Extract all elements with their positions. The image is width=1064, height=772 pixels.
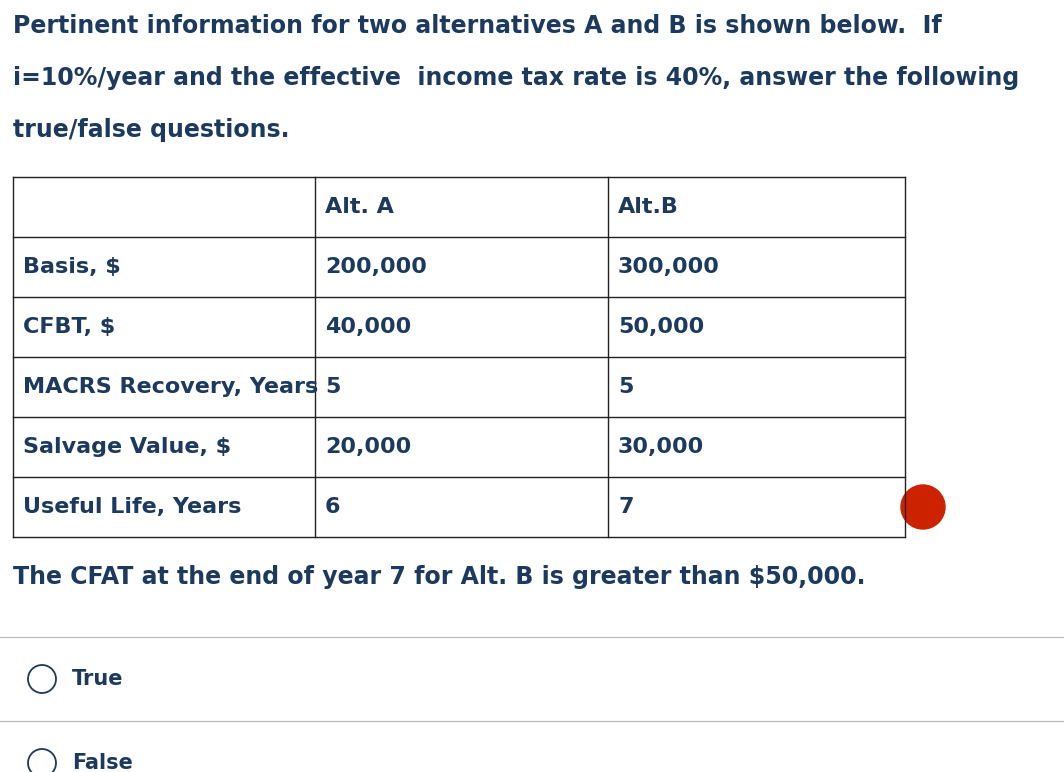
Text: true/false questions.: true/false questions. [13,118,289,142]
Text: Alt. A: Alt. A [325,197,394,217]
Text: Useful Life, Years: Useful Life, Years [23,497,242,517]
Text: Pertinent information for two alternatives A and B is shown below.  If: Pertinent information for two alternativ… [13,14,942,38]
Text: 5: 5 [618,377,633,397]
Text: 50,000: 50,000 [618,317,704,337]
Text: 200,000: 200,000 [325,257,427,277]
Text: Basis, $: Basis, $ [23,257,120,277]
Text: 6: 6 [325,497,340,517]
Text: 7: 7 [618,497,633,517]
Text: 300,000: 300,000 [618,257,720,277]
Text: CFBT, $: CFBT, $ [23,317,115,337]
Text: Alt.B: Alt.B [618,197,679,217]
Text: 5: 5 [325,377,340,397]
Circle shape [901,485,945,529]
Text: The CFAT at the end of year 7 for Alt. B is greater than $50,000.: The CFAT at the end of year 7 for Alt. B… [13,565,865,589]
Text: 40,000: 40,000 [325,317,412,337]
Text: 30,000: 30,000 [618,437,704,457]
Text: MACRS Recovery, Years: MACRS Recovery, Years [23,377,318,397]
Text: Salvage Value, $: Salvage Value, $ [23,437,231,457]
Text: False: False [72,753,133,772]
Text: 20,000: 20,000 [325,437,412,457]
Text: i=10%/year and the effective  income tax rate is 40%, answer the following: i=10%/year and the effective income tax … [13,66,1019,90]
Text: True: True [72,669,123,689]
